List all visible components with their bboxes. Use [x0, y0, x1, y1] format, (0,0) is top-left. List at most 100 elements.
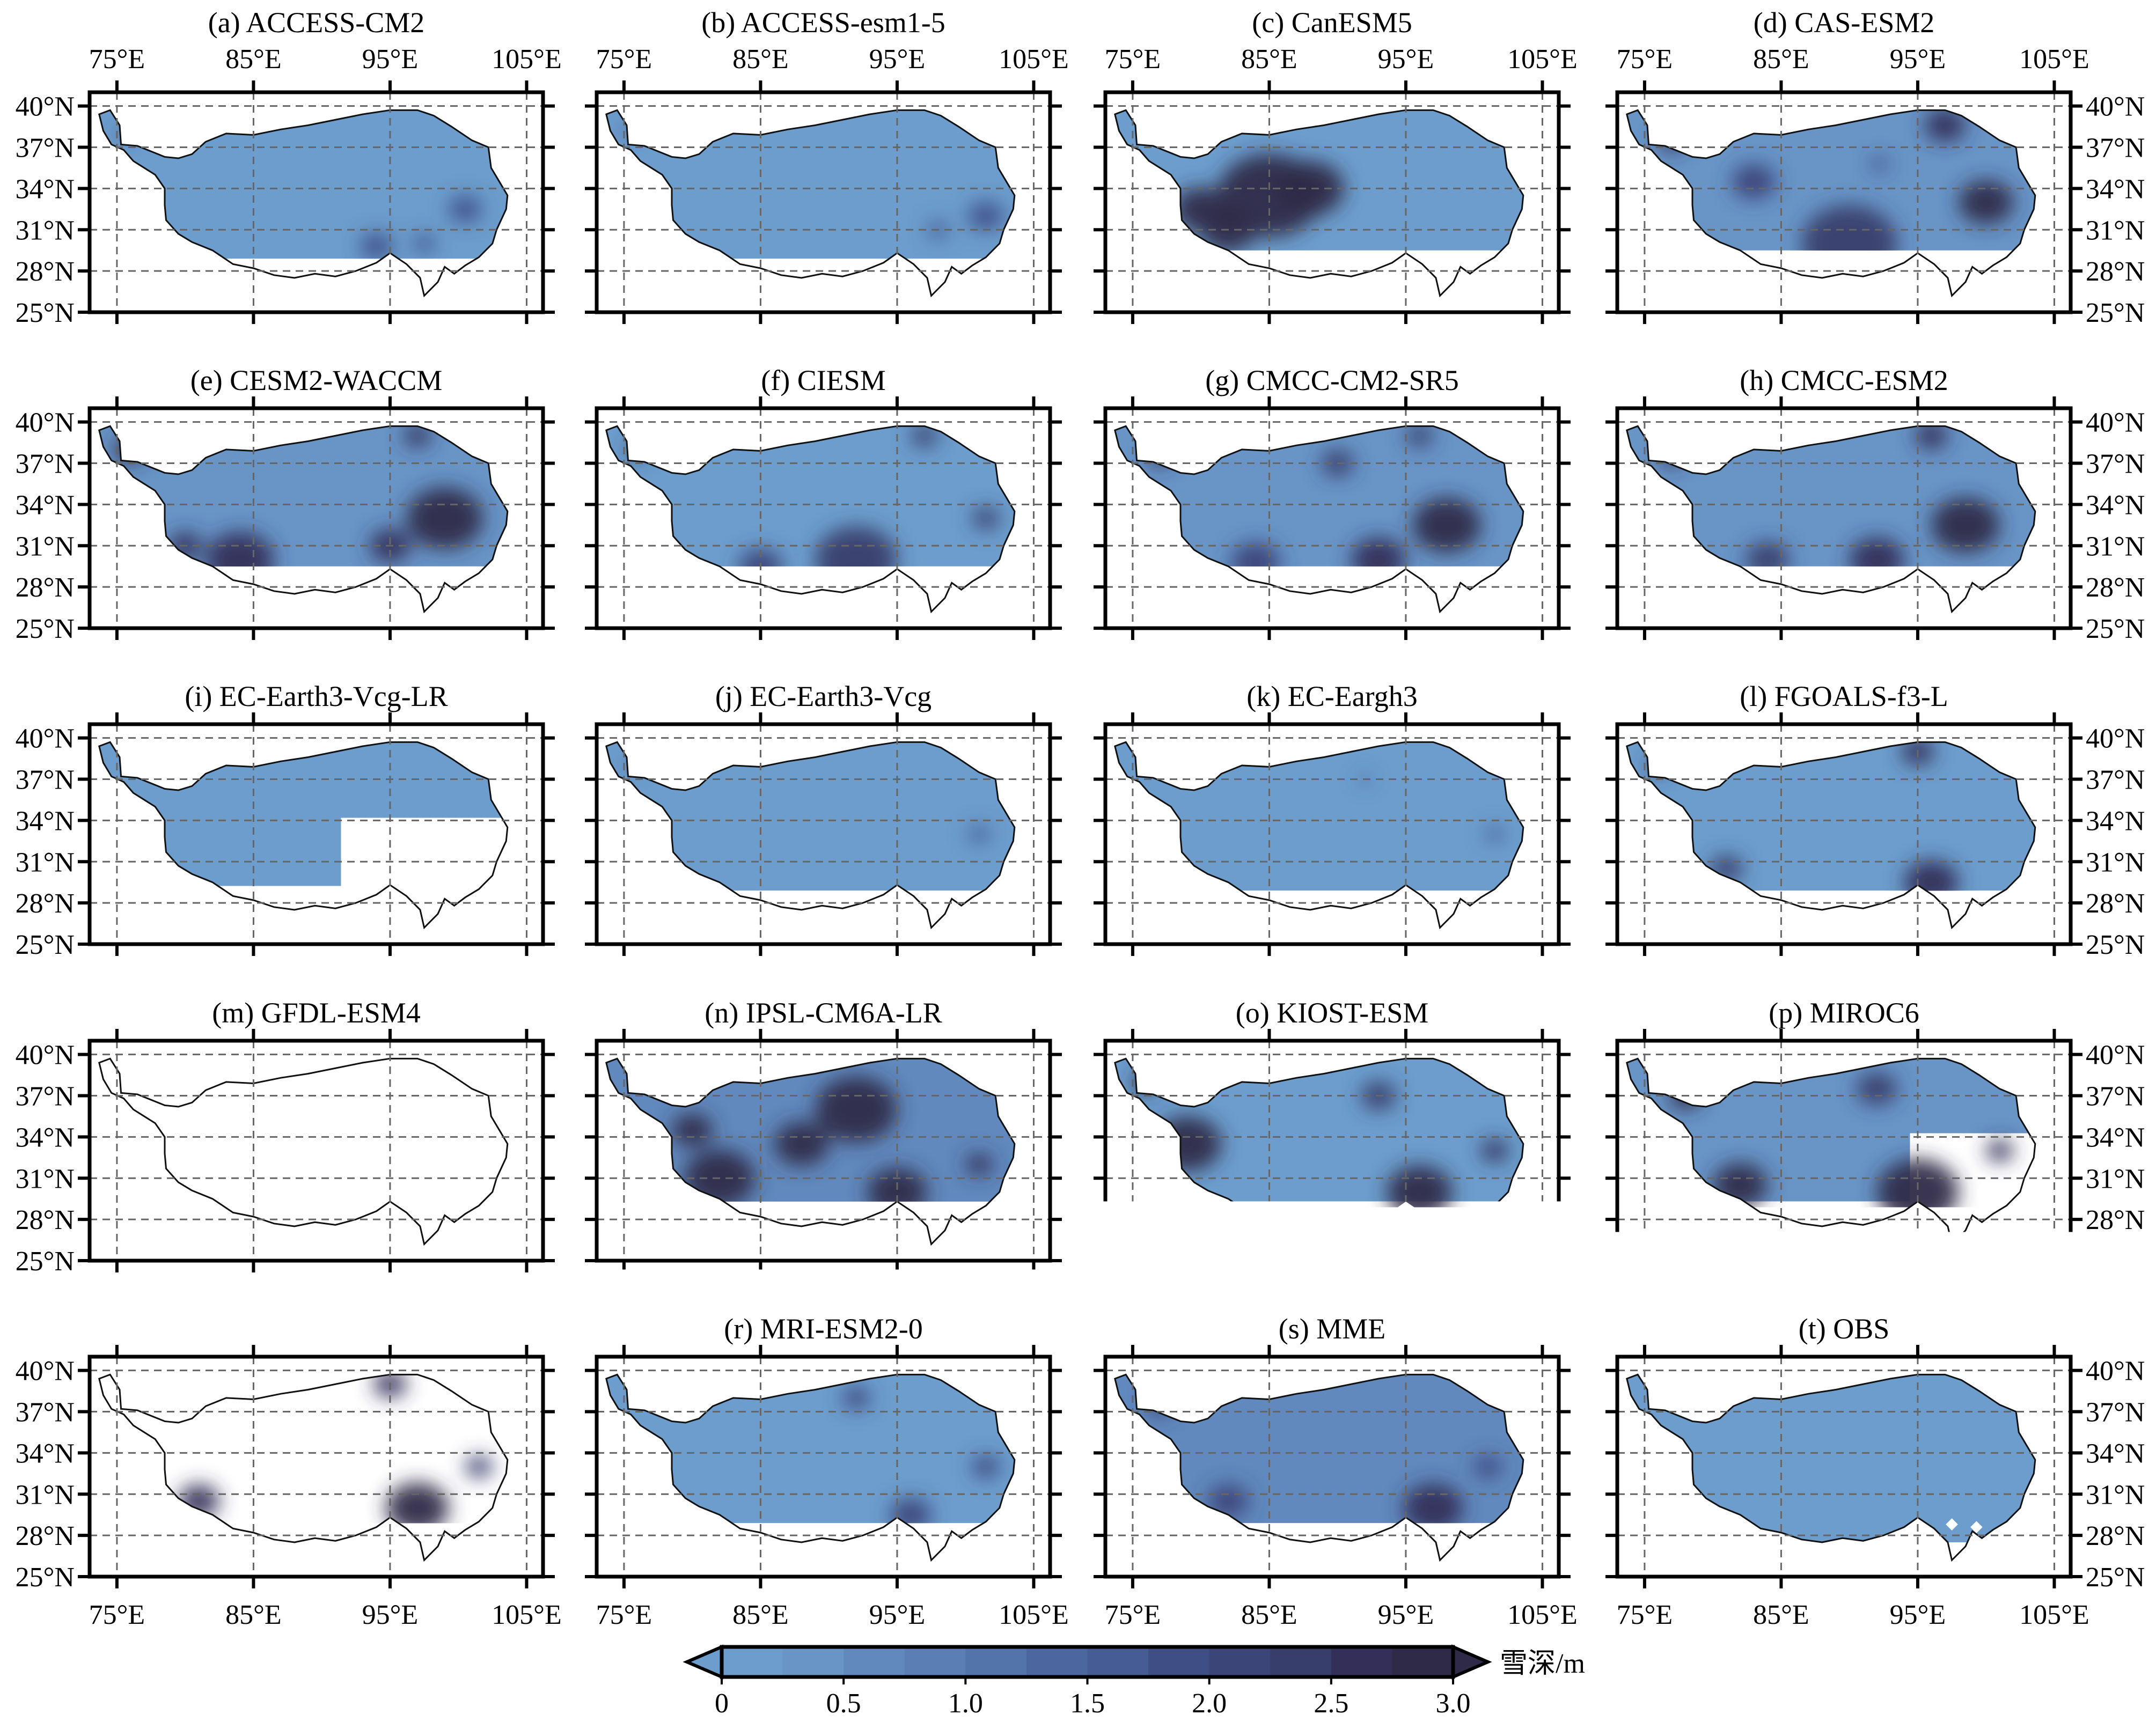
lon-tick-label: 85°E: [1753, 44, 1809, 75]
high-snow-region: [1732, 164, 1776, 200]
colorbar-segment: [722, 1647, 783, 1677]
lat-tick-label: 37°N: [16, 133, 75, 164]
lon-tick-label: 75°E: [89, 1600, 145, 1630]
lat-tick-label: 31°N: [16, 531, 75, 562]
lat-tick-label: 40°N: [2086, 92, 2145, 122]
map-panel: (e) CESM2-WACCM40°N37°N34°N31°N28°N25°N: [16, 364, 555, 644]
high-snow-region: [1925, 109, 1966, 142]
lat-tick-label: 25°N: [2086, 298, 2145, 328]
high-snow-region: [390, 871, 417, 893]
panel-title: (i) EC-Earth3-Vcg-LR: [185, 680, 448, 712]
colorbar-tick-label: 0: [715, 1688, 729, 1719]
lon-tick-label: 105°E: [2019, 44, 2089, 75]
colorbar-segment: [1270, 1647, 1332, 1677]
panel-title: (p) MIROC6: [1769, 997, 1919, 1029]
lon-tick-label: 85°E: [225, 44, 282, 75]
lon-tick-label: 75°E: [1105, 1600, 1161, 1630]
colorbar-segment: [844, 1647, 905, 1677]
lat-tick-label: 25°N: [16, 1246, 75, 1277]
lat-tick-label: 25°N: [16, 1562, 75, 1593]
high-snow-region: [445, 864, 472, 886]
lat-tick-label: 28°N: [16, 888, 75, 919]
lat-tick-label: 37°N: [2086, 1397, 2145, 1428]
high-snow-region: [1153, 1116, 1221, 1171]
panel-grid: (a) ACCESS-CM2 75°E 85°E 95°E 105°E 40°N 37°N 3…: [16, 6, 2145, 1630]
panel-title: (d) CAS-ESM2: [1754, 6, 1935, 39]
lat-tick-label: 28°N: [16, 1521, 75, 1551]
panel-title: (n) IPSL-CM6A-LR: [705, 997, 942, 1029]
lon-tick-label: 95°E: [362, 1600, 419, 1630]
lat-tick-label: 37°N: [16, 765, 75, 796]
high-snow-region: [1856, 1072, 1897, 1105]
map-panel: (b) ACCESS-esm1-575°E 85°E 95°E 105°E: [585, 6, 1069, 324]
lat-tick-label: 40°N: [2086, 1356, 2145, 1387]
lon-tick-label: 105°E: [999, 44, 1069, 75]
colorbar-label: 雪深/m: [1500, 1649, 1585, 1679]
lat-tick-label: 37°N: [16, 449, 75, 480]
colorbar: 雪深/m 0 0.5 1.0 1.5 2.0 2.5 3.0: [687, 1647, 1585, 1719]
map-panel: (j) EC-Earth3-Vcg: [585, 680, 1062, 956]
panel-title: (s) MME: [1279, 1313, 1386, 1345]
high-snow-region: [1871, 157, 1887, 171]
lon-tick-label: 95°E: [1378, 1600, 1434, 1630]
high-snow-region: [404, 425, 431, 447]
lon-tick-label: 85°E: [225, 1600, 282, 1630]
high-snow-region: [1403, 1484, 1463, 1532]
colorbar-tick-label: 1.0: [948, 1688, 983, 1719]
panel-title: (g) CMCC-CM2-SR5: [1205, 364, 1459, 396]
lon-tick-label: 75°E: [1105, 44, 1161, 75]
lat-tick-label: 25°N: [2086, 930, 2145, 960]
lat-tick-label: 31°N: [16, 847, 75, 878]
lat-tick-label: 25°N: [16, 298, 75, 328]
lat-tick-label: 28°N: [16, 572, 75, 603]
lat-tick-label: 34°N: [16, 174, 75, 204]
lon-tick-label: 75°E: [89, 44, 145, 75]
high-snow-region: [972, 507, 1000, 529]
lat-tick-label: 34°N: [2086, 490, 2145, 520]
lat-tick-label: 37°N: [2086, 133, 2145, 164]
lon-tick-label: 75°E: [1617, 44, 1673, 75]
lon-tick-label: 105°E: [1507, 44, 1578, 75]
panel-title: (l) FGOALS-f3-L: [1740, 680, 1948, 712]
high-snow-region: [1474, 1456, 1501, 1478]
lat-tick-label: 37°N: [16, 1081, 75, 1112]
high-snow-region: [206, 532, 274, 587]
map-panel: (p) MIROC6 40°N 37°N 34°N 31°N 28°N 25°N: [1605, 997, 2145, 1277]
high-snow-region: [1231, 542, 1280, 582]
colorbar-tick-label: 0.5: [826, 1688, 861, 1719]
high-snow-region: [624, 760, 637, 771]
high-snow-region: [386, 1483, 449, 1533]
map-panel: (m) GFDL-ESM440°N37°N34°N31°N28°N25°N: [16, 997, 555, 1277]
lon-tick-label: 95°E: [869, 44, 926, 75]
lon-tick-label: 85°E: [1241, 44, 1297, 75]
lat-tick-label: 34°N: [16, 1438, 75, 1469]
high-snow-region: [842, 1387, 870, 1409]
map-panel: (r) MRI-ESM2-0 75°E 85°E 95°E 105°E: [585, 1313, 1069, 1630]
high-snow-region: [968, 202, 1003, 230]
colorbar-segment: [1026, 1647, 1088, 1677]
panel-title: (e) CESM2-WACCM: [190, 364, 443, 396]
lat-tick-label: 25°N: [16, 930, 75, 960]
lat-tick-label: 28°N: [16, 256, 75, 287]
map-panel: (k) EC-Eargh3: [1094, 680, 1571, 956]
map-panel: (t) OBS 75°E 85°E 95°E 105°E 40°N 37°N 34°N 31°N…: [1605, 1313, 2145, 1630]
colorbar-tick-label: 2.5: [1314, 1688, 1348, 1719]
lat-tick-label: 25°N: [2086, 1562, 2145, 1593]
panel-title: (m) GFDL-ESM4: [212, 997, 421, 1029]
lat-tick-label: 31°N: [16, 1480, 75, 1510]
lat-tick-label: 40°N: [16, 92, 75, 122]
high-snow-region: [815, 1077, 897, 1143]
lon-tick-label: 85°E: [1241, 1600, 1297, 1630]
lat-tick-label: 37°N: [2086, 449, 2145, 480]
colorbar-extend-max: [1453, 1647, 1488, 1677]
panel-title: (j) EC-Earth3-Vcg: [715, 680, 932, 712]
lat-tick-label: 40°N: [2086, 724, 2145, 754]
high-snow-region: [449, 196, 481, 222]
lat-tick-label: 28°N: [2086, 572, 2145, 603]
lon-tick-label: 85°E: [732, 1600, 789, 1630]
snow-depth-figure: (a) ACCESS-CM275°E 85°E 95°E 105°E40°N37°N3…: [0, 0, 2156, 1722]
colorbar-segment: [1148, 1647, 1210, 1677]
colorbar-segment: [1331, 1647, 1393, 1677]
map-panel: (s) MME75°E 85°E 95°E 105°E: [1094, 1313, 1578, 1630]
high-snow-region: [1413, 498, 1481, 553]
